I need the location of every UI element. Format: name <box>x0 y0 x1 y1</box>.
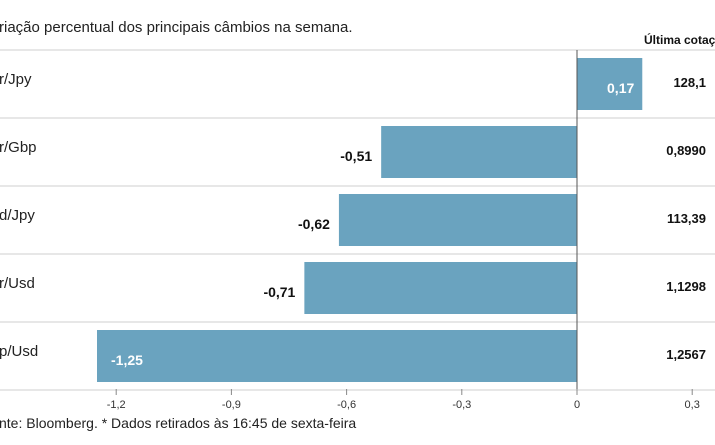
category-label: r/Jpy <box>0 71 32 88</box>
last-quote-value: 113,39 <box>667 211 706 226</box>
last-quote-value: 128,1 <box>673 75 706 90</box>
last-quote-column-title: Última cotaç <box>644 32 715 47</box>
last-quote-value: 0,8990 <box>666 143 706 158</box>
bar <box>97 330 577 382</box>
x-tick-label: -0,9 <box>222 399 241 411</box>
bar <box>338 194 577 246</box>
data-label: -0,71 <box>263 284 295 300</box>
chart-subtitle: riação percentual dos principais câmbios… <box>0 19 353 36</box>
x-tick-label: 0 <box>574 399 580 411</box>
category-label: d/Jpy <box>0 207 35 224</box>
x-tick-label: -0,6 <box>337 399 356 411</box>
x-axis: -1,2 -0,9 -0,6 -0,3 0 0,3 <box>107 389 700 411</box>
bars: 0,17 -0,51 -0,62 -0,71 -1,25 <box>97 50 643 391</box>
category-label: r/Gbp <box>0 139 37 156</box>
x-tick-label: -1,2 <box>107 399 126 411</box>
data-label: -0,51 <box>340 148 372 164</box>
data-label: -1,25 <box>111 352 143 368</box>
source-note: nte: Bloomberg. * Dados retirados às 16:… <box>0 415 356 431</box>
rows: r/Jpy 128,1 r/Gbp 0,8990 d/Jpy 113,39 r/Usd 1,1… <box>0 49 715 391</box>
data-label: 0,17 <box>607 80 634 96</box>
x-tick-label: -0,3 <box>452 399 471 411</box>
bar <box>304 262 577 314</box>
last-quote-value: 1,2567 <box>666 347 706 362</box>
x-tick-label: 0,3 <box>685 399 700 411</box>
bar <box>577 58 643 110</box>
bar <box>381 126 577 178</box>
category-label: p/Usd <box>0 343 38 360</box>
category-label: r/Usd <box>0 275 35 292</box>
last-quote-value: 1,1298 <box>666 279 706 294</box>
data-label: -0,62 <box>298 216 330 232</box>
